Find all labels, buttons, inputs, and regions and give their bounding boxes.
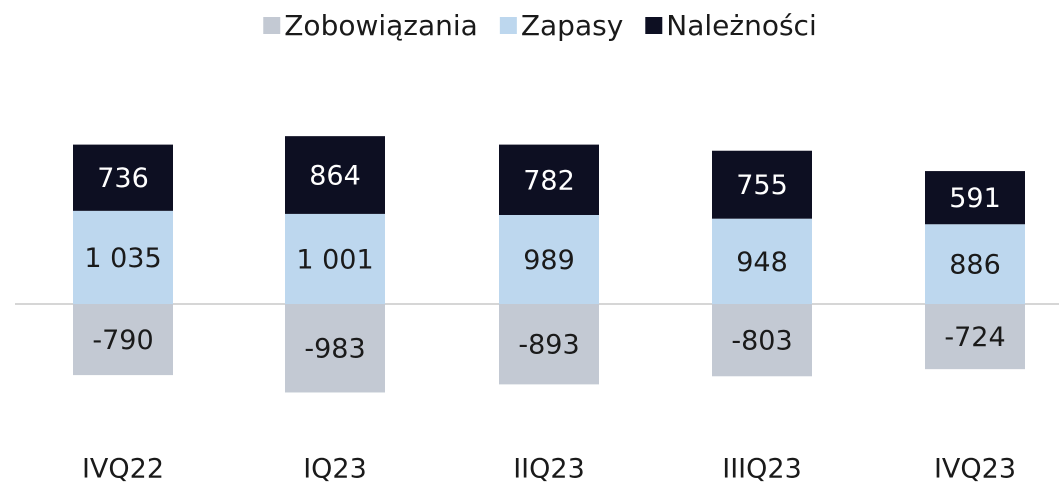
x-tick-label: IVQ22 [82, 454, 164, 485]
data-label: 591 [949, 183, 1001, 214]
data-label: 736 [97, 163, 149, 194]
x-tick-label: IQ23 [303, 454, 367, 485]
bar-segment [712, 304, 812, 377]
data-label: 864 [309, 161, 361, 192]
bar-segment [73, 304, 173, 376]
data-label: 948 [736, 247, 788, 278]
bar-segment [925, 224, 1025, 304]
bar-segment [285, 213, 385, 304]
data-label: 1 001 [296, 244, 373, 275]
bar-segment [925, 304, 1025, 370]
legend-swatch [263, 17, 281, 34]
x-tick-label: IIQ23 [513, 454, 585, 485]
legend-label: Zobowiązania [284, 9, 478, 42]
bar-segment [712, 150, 812, 219]
bar-segment [73, 144, 173, 211]
legend-swatch [499, 17, 517, 34]
data-label: -983 [304, 334, 365, 365]
data-label: 989 [523, 245, 575, 276]
data-label: 782 [523, 165, 575, 196]
data-label: -803 [731, 326, 792, 357]
data-label: -724 [944, 322, 1005, 353]
data-label: 1 035 [84, 243, 161, 274]
bar-segment [925, 171, 1025, 225]
legend-label: Należności [666, 9, 816, 42]
bar-segment [73, 210, 173, 304]
data-label: -893 [518, 330, 579, 361]
data-label: 755 [736, 170, 788, 201]
bar-segment [285, 136, 385, 214]
bar-segment [285, 304, 385, 393]
data-label: -790 [92, 325, 153, 356]
legend-label: Zapasy [521, 9, 623, 42]
bar-segment [499, 144, 599, 215]
data-label: 886 [949, 250, 1001, 281]
x-tick-label: IVQ23 [934, 454, 1016, 485]
bar-segment [499, 304, 599, 385]
bar-segment [712, 218, 812, 304]
legend-swatch [645, 17, 663, 34]
bar-segment [499, 214, 599, 304]
x-tick-label: IIIQ23 [722, 454, 802, 485]
